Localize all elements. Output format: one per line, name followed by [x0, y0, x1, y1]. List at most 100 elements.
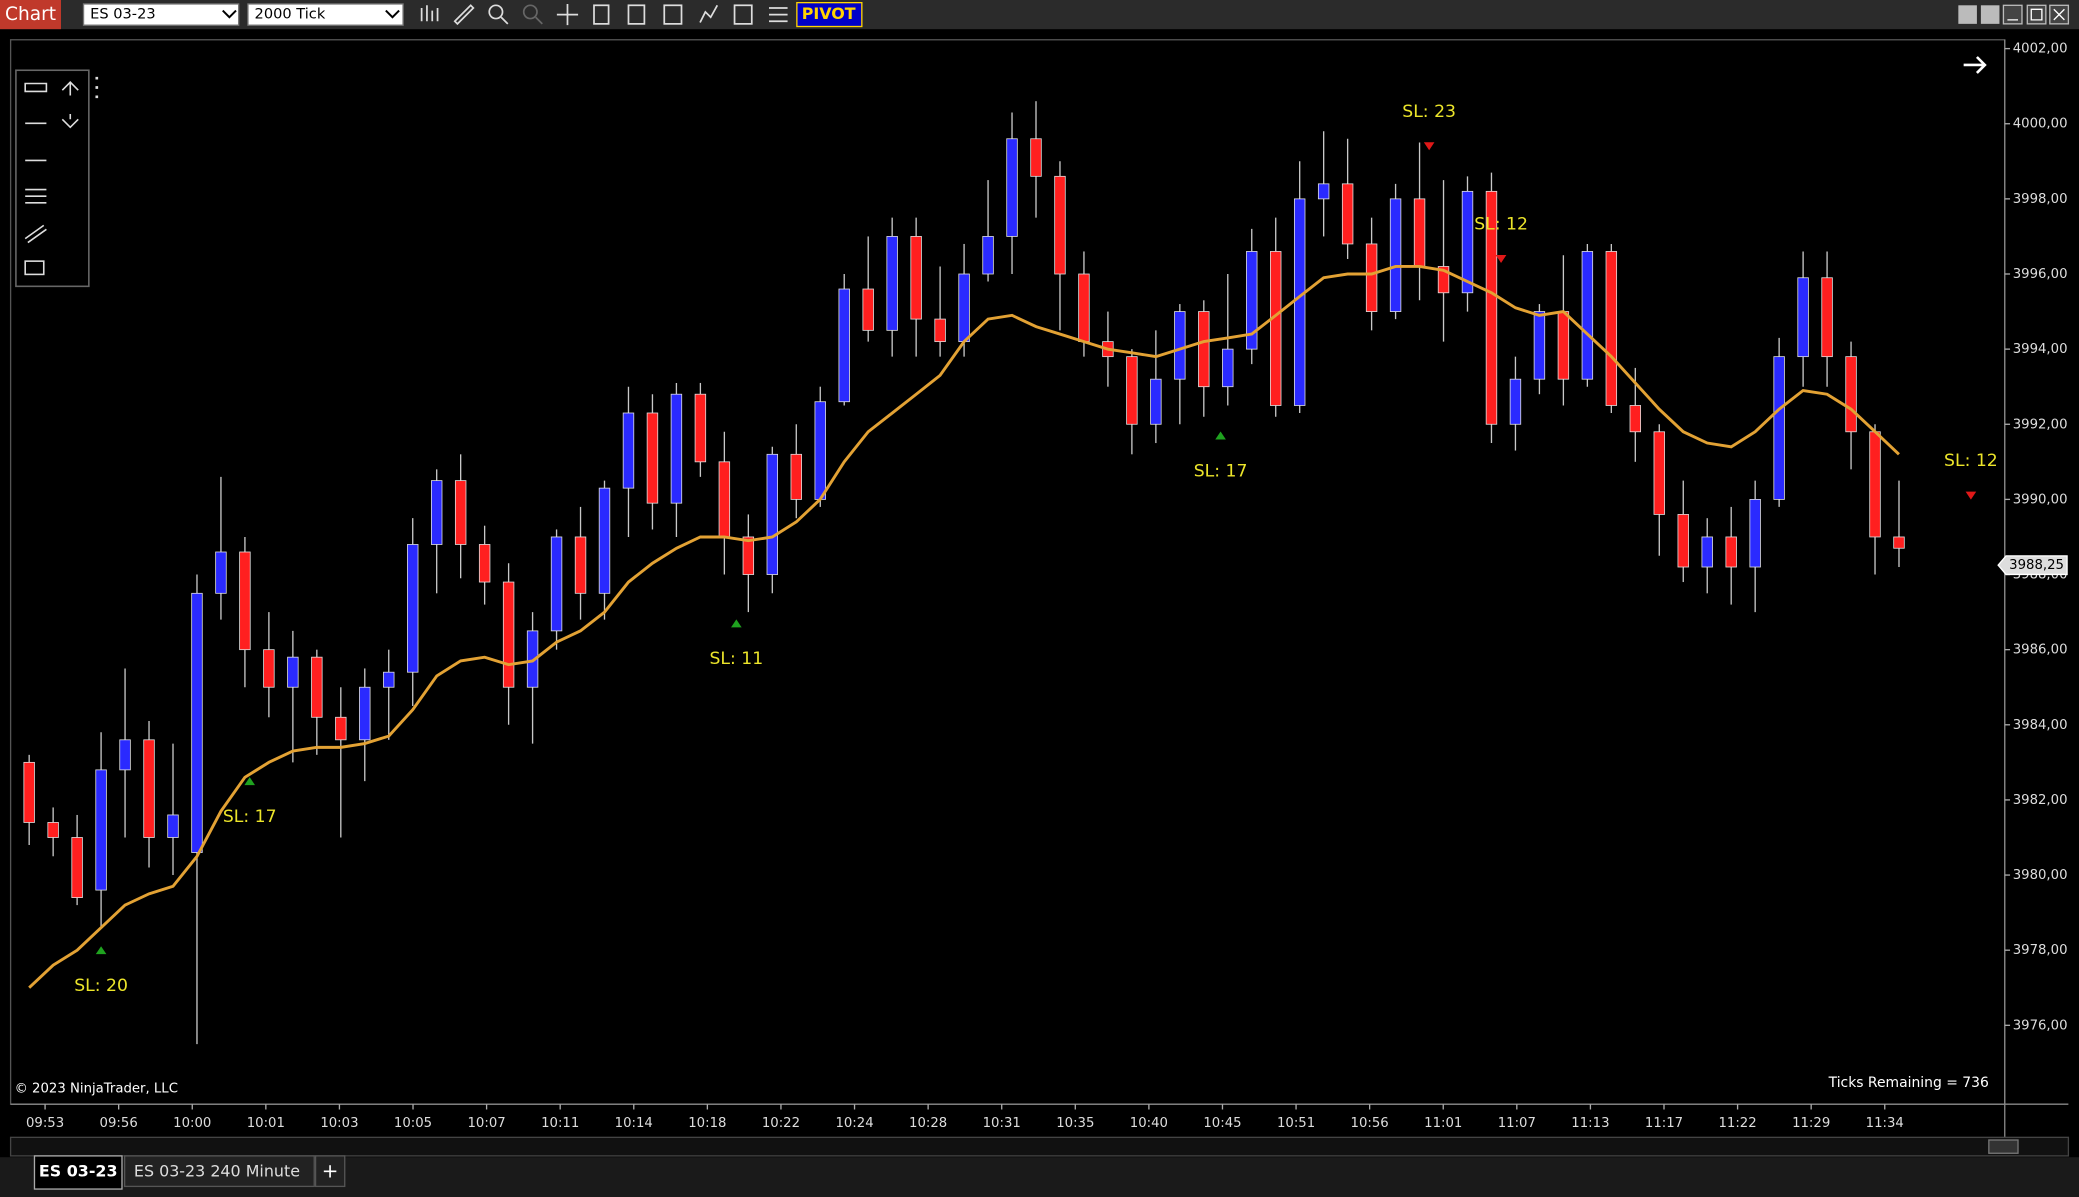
- candle-body: [1605, 251, 1618, 406]
- x-tick-label: 10:31: [983, 1116, 1021, 1131]
- add-tab[interactable]: [314, 1155, 346, 1188]
- candle-body: [191, 592, 203, 853]
- candle-body: [862, 288, 874, 331]
- x-tick-label: 11:13: [1571, 1116, 1609, 1131]
- x-tick-label: 10:03: [320, 1116, 358, 1131]
- y-tick-label: 3986,00: [2013, 643, 2068, 658]
- y-tick-label: 3994,00: [2013, 342, 2068, 357]
- candle-body: [910, 236, 922, 320]
- tab-label: ES 03-23: [39, 1161, 118, 1180]
- candle-body: [502, 581, 515, 688]
- candle-body: [1845, 356, 1857, 433]
- candle-body: [1413, 198, 1426, 267]
- x-tick-label: 10:05: [394, 1116, 432, 1131]
- candle-body: [958, 273, 970, 343]
- candle-body: [886, 236, 898, 331]
- candle-body: [1150, 378, 1162, 425]
- signal-label: SL: 23: [1402, 102, 1456, 122]
- scroll-arrow[interactable]: [1963, 56, 1987, 74]
- candle-body: [1653, 431, 1665, 515]
- dropdown-arrow: [385, 9, 400, 19]
- candle-body: [1773, 356, 1785, 500]
- candle-body: [1365, 243, 1378, 312]
- candle-body: [694, 393, 707, 463]
- y-tick-label: 3990,00: [2013, 492, 2068, 507]
- candle-body: [526, 630, 539, 688]
- x-tick-label: 10:18: [688, 1116, 726, 1131]
- candle-body: [1341, 183, 1354, 245]
- candle-body: [1485, 190, 1498, 425]
- candle-body: [1054, 175, 1066, 275]
- candle-body: [1126, 356, 1138, 425]
- candle-body: [718, 461, 731, 538]
- candle-body: [239, 551, 251, 651]
- candle-body: [1317, 183, 1330, 200]
- x-tick-label: 10:24: [835, 1116, 873, 1131]
- toolbar-icons[interactable]: [420, 3, 788, 26]
- candle-body: [287, 656, 299, 688]
- x-tick-label: 10:28: [909, 1116, 947, 1131]
- tab[interactable]: [33, 1155, 123, 1190]
- candle-body: [383, 671, 395, 688]
- signal-label: SL: 17: [223, 807, 277, 827]
- pivot-button[interactable]: [796, 1, 863, 28]
- candle-body: [574, 536, 587, 594]
- dropdown-arrow: [222, 9, 237, 19]
- signal-marker: [1215, 431, 1226, 440]
- x-tick-label: 11:29: [1792, 1116, 1830, 1131]
- x-tick-label: 10:40: [1130, 1116, 1168, 1131]
- candle-body: [598, 487, 611, 594]
- candle-body: [1437, 266, 1450, 294]
- signal-label: SL: 11: [709, 649, 763, 669]
- instrument: ES 03-23: [90, 6, 155, 23]
- y-tick-label: 3978,00: [2013, 943, 2068, 958]
- candle-body: [23, 761, 35, 823]
- candle-body: [1006, 138, 1018, 237]
- instrument-select[interactable]: [82, 3, 240, 26]
- candle-body: [478, 544, 491, 583]
- candle-body: [814, 401, 826, 500]
- scroll-thumb[interactable]: [1988, 1139, 2019, 1154]
- candle-body: [1821, 277, 1833, 358]
- candle-body: [119, 739, 131, 771]
- candle-body: [1629, 405, 1642, 433]
- drawing-tools[interactable]: [15, 69, 99, 288]
- candle-body: [1581, 251, 1594, 380]
- x-tick-label: 10:01: [247, 1116, 285, 1131]
- candle-body: [670, 393, 683, 504]
- x-tick-label: 11:22: [1718, 1116, 1756, 1131]
- candle-body: [311, 656, 323, 718]
- y-tick-label: 4000,00: [2013, 117, 2068, 132]
- y-tick-label: 4002,00: [2013, 42, 2068, 57]
- signal-label: SL: 17: [1194, 461, 1248, 481]
- y-tick-label: 3980,00: [2013, 868, 2068, 883]
- candle-body: [407, 544, 419, 673]
- candle-body: [1701, 536, 1713, 568]
- signal-marker: [1965, 491, 1977, 500]
- signal-label: SL: 12: [1474, 215, 1528, 235]
- candle-body: [215, 551, 227, 594]
- candle-body: [1174, 311, 1186, 380]
- interval-select[interactable]: [247, 3, 404, 26]
- x-tick-label: 11:07: [1498, 1116, 1536, 1131]
- x-tick-label: 10:14: [615, 1116, 653, 1131]
- candle-body: [359, 686, 371, 741]
- ema-line: [28, 264, 1900, 989]
- scrollbar[interactable]: [9, 1136, 2070, 1157]
- candle-body: [71, 837, 83, 898]
- x-tick-label: 11:01: [1424, 1116, 1462, 1131]
- interval: 2000 Tick: [255, 6, 326, 23]
- candle-body: [1461, 190, 1474, 294]
- copyright: © 2023 NinjaTrader, LLC: [15, 1081, 178, 1096]
- candle-body: [1725, 536, 1737, 568]
- candle-body: [47, 822, 59, 838]
- signal-marker: [731, 619, 742, 628]
- x-tick-label: 10:45: [1203, 1116, 1241, 1131]
- signal-marker: [1423, 142, 1435, 151]
- x-tick-label: 11:17: [1645, 1116, 1683, 1131]
- candle-body: [143, 739, 155, 838]
- window-controls[interactable]: [1958, 4, 2070, 25]
- candle-body: [790, 453, 802, 500]
- tab[interactable]: [123, 1155, 315, 1188]
- candle-body: [1557, 311, 1570, 380]
